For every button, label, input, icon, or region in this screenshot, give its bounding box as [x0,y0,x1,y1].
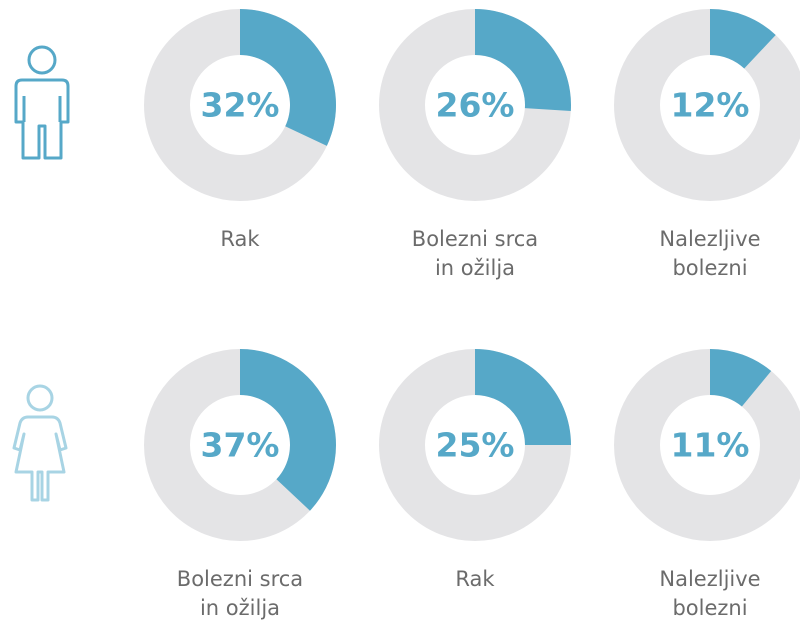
category-label: Rak [220,227,260,251]
percentage-label: 11% [671,426,750,465]
category-label: Rak [455,567,495,591]
percentage-label: 25% [436,426,515,465]
donut-segment [475,9,571,112]
category-label: Nalezljive bolezni [659,227,761,280]
donut-segment [240,349,336,511]
female-icon [12,384,68,502]
donut-segment [710,9,776,69]
donut-segment [475,349,571,445]
male-icon [14,45,70,160]
donut-segment [240,9,336,146]
donut-segment [710,349,772,407]
percentage-label: 37% [201,426,280,465]
category-label: Bolezni srca in ožilja [176,567,304,620]
percentage-label: 32% [201,86,280,125]
percentage-label: 12% [671,86,750,125]
category-label: Nalezljive bolezni [659,567,761,620]
category-label: Bolezni srca in ožilja [411,227,539,280]
percentage-label: 26% [436,86,515,125]
